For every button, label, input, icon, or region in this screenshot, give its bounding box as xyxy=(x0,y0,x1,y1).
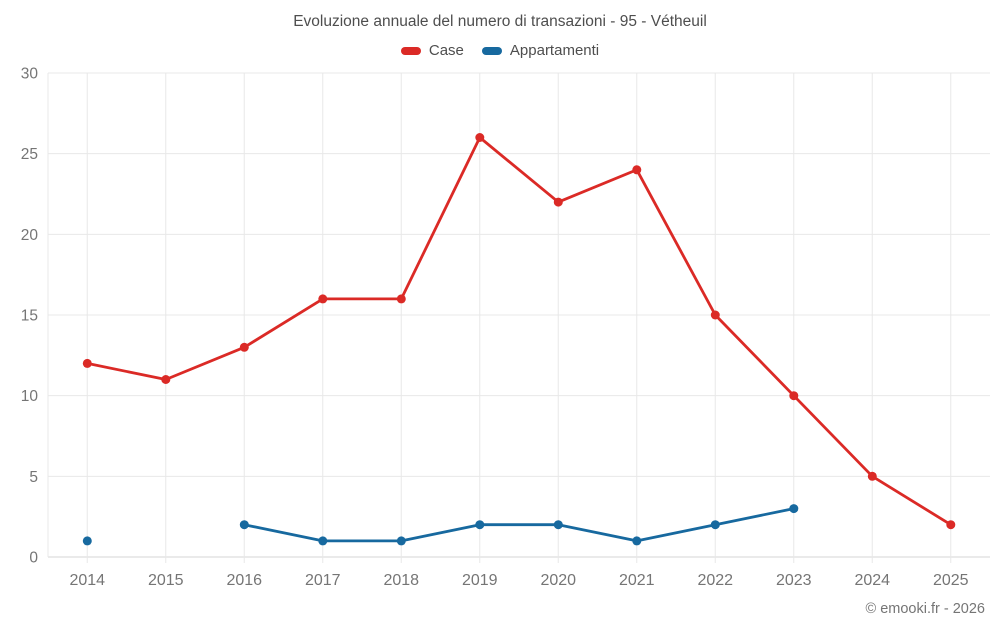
data-point-appartamenti-2018[interactable] xyxy=(396,536,406,546)
series-line-appartamenti xyxy=(242,507,796,543)
data-point-case-2017[interactable] xyxy=(318,294,328,304)
legend-item-case[interactable]: Case xyxy=(400,42,464,59)
data-point-appartamenti-2021[interactable] xyxy=(632,536,642,546)
legend-item-appartamenti[interactable]: Appartamenti xyxy=(481,42,600,59)
chart-legend: Case Appartamenti xyxy=(0,43,1000,58)
data-point-appartamenti-2023[interactable] xyxy=(789,504,799,514)
data-point-appartamenti-2017[interactable] xyxy=(318,536,328,546)
chart-title: Evoluzione annuale del numero di transaz… xyxy=(293,13,707,30)
data-point-appartamenti-2014[interactable] xyxy=(82,536,92,546)
data-point-appartamenti-2022[interactable] xyxy=(710,520,720,530)
y-axis-tick-label: 30 xyxy=(21,66,39,83)
data-point-case-2025[interactable] xyxy=(946,520,956,530)
legend-label: Case xyxy=(428,42,464,59)
y-axis-tick-label: 15 xyxy=(21,308,38,325)
x-axis-tick-label: 2021 xyxy=(619,572,655,589)
data-point-case-2020[interactable] xyxy=(553,197,563,207)
legend-swatch-icon xyxy=(481,46,502,55)
x-axis-tick-label: 2024 xyxy=(854,572,890,589)
series-line-case xyxy=(85,136,953,527)
x-axis-tick-label: 2019 xyxy=(462,572,498,589)
y-axis-tick-label: 5 xyxy=(29,469,38,486)
x-axis-tick-label: 2015 xyxy=(148,572,184,589)
data-point-case-2014[interactable] xyxy=(82,358,92,368)
legend-label: Appartamenti xyxy=(509,42,600,59)
data-point-appartamenti-2020[interactable] xyxy=(553,520,563,530)
data-point-case-2016[interactable] xyxy=(239,342,249,352)
data-point-case-2023[interactable] xyxy=(789,391,799,401)
data-point-case-2022[interactable] xyxy=(710,310,720,320)
x-axis-tick-label: 2018 xyxy=(383,572,419,589)
credit-text: © emooki.fr - 2026 xyxy=(865,601,985,617)
y-axis-tick-label: 20 xyxy=(21,227,39,244)
x-axis-tick-label: 2023 xyxy=(776,572,812,589)
y-axis-tick-label: 0 xyxy=(29,550,38,567)
data-point-case-2024[interactable] xyxy=(867,471,877,481)
x-axis-tick-label: 2014 xyxy=(69,572,105,589)
data-point-case-2015[interactable] xyxy=(161,375,171,384)
data-point-appartamenti-2016[interactable] xyxy=(239,520,249,530)
data-point-appartamenti-2019[interactable] xyxy=(475,520,485,530)
x-axis-tick-label: 2022 xyxy=(697,572,733,589)
x-axis-tick-label: 2017 xyxy=(305,572,341,589)
data-point-case-2019[interactable] xyxy=(475,133,485,142)
x-axis-tick-label: 2025 xyxy=(933,572,969,589)
x-axis-tick-label: 2020 xyxy=(540,572,576,589)
y-axis-tick-label: 25 xyxy=(21,146,38,163)
data-point-case-2018[interactable] xyxy=(396,294,406,304)
legend-swatch-icon xyxy=(400,46,421,55)
x-axis-tick-label: 2016 xyxy=(226,572,262,589)
y-axis-tick-label: 10 xyxy=(21,388,39,405)
data-point-case-2021[interactable] xyxy=(632,165,642,175)
